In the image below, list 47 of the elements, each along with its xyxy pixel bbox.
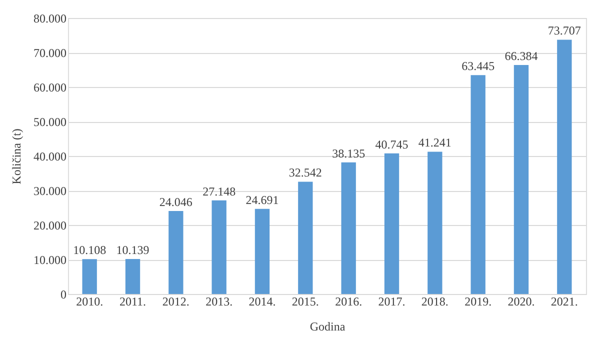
bar <box>341 162 356 294</box>
bar <box>514 64 529 294</box>
data-label: 27.148 <box>202 184 236 198</box>
y-tick-label: 30.000 <box>34 184 66 198</box>
y-tick-label: 0 <box>60 288 66 302</box>
x-tick-label: 2017. <box>378 294 406 308</box>
data-label: 66.384 <box>504 48 538 63</box>
bar <box>470 75 486 294</box>
data-label: 24.691 <box>246 192 279 207</box>
y-tick-label: 10.000 <box>34 253 66 267</box>
x-tick-label: 2014. <box>248 294 276 308</box>
x-tick-label: 2013. <box>206 294 233 308</box>
data-label: 32.542 <box>288 166 322 180</box>
x-tick-label: 2020. <box>508 294 535 308</box>
x-tick-label: 2015. <box>292 294 319 308</box>
bar <box>254 208 270 294</box>
x-tick-label: 2011. <box>119 294 146 308</box>
y-tick-label: 40.000 <box>34 150 66 164</box>
x-tick-label: 2016. <box>335 294 362 308</box>
x-tick-label: 2012. <box>162 294 190 308</box>
bar <box>557 40 572 294</box>
y-tick-label: 60.000 <box>34 80 66 94</box>
bar <box>82 259 97 294</box>
data-label: 10.139 <box>116 243 150 258</box>
data-label: 10.108 <box>73 243 106 258</box>
x-tick-label: 2021. <box>550 294 578 308</box>
x-tick-label: 2018. <box>421 294 448 308</box>
data-label: 40.745 <box>375 137 408 152</box>
bar <box>298 182 313 294</box>
y-axis-title: Količina (t) <box>10 128 24 184</box>
y-tick-label: 80.000 <box>34 12 66 26</box>
y-tick-label: 50.000 <box>34 115 66 129</box>
bar <box>168 211 184 294</box>
bar <box>125 259 140 294</box>
data-label: 63.445 <box>462 59 495 74</box>
x-axis-title: Godina <box>310 320 346 334</box>
data-label: 38.135 <box>332 146 366 160</box>
bar <box>212 200 226 294</box>
bar <box>428 152 442 294</box>
data-label: 73.707 <box>548 24 581 38</box>
y-tick-label: 70.000 <box>34 46 66 60</box>
y-tick-label: 20.000 <box>34 218 66 232</box>
x-tick-label: 2010. <box>76 294 104 308</box>
x-tick-label: 2019. <box>464 294 492 308</box>
data-label: 41.241 <box>418 136 452 150</box>
bar <box>384 153 400 294</box>
data-label: 24.046 <box>159 195 192 210</box>
